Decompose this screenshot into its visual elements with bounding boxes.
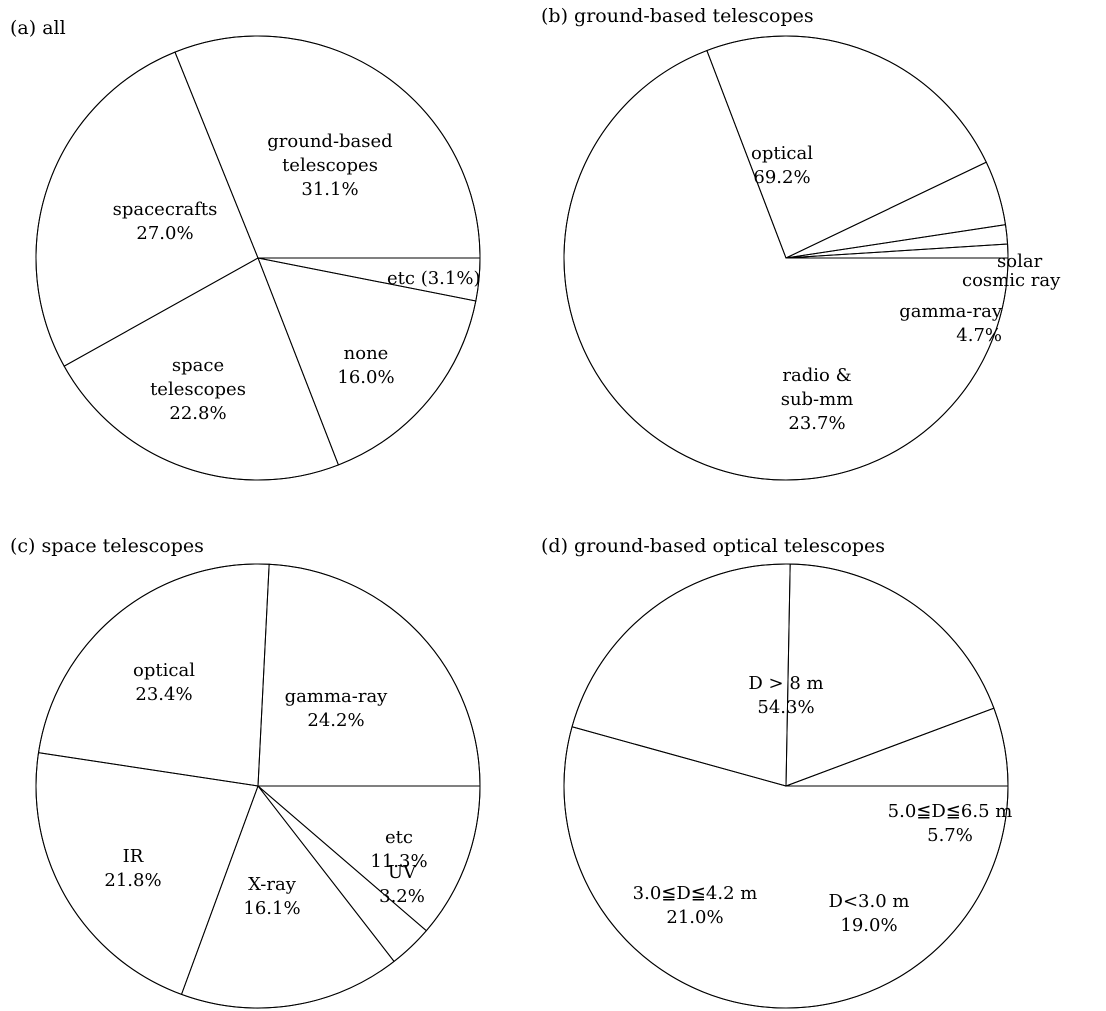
slice-label-gamma-ray: gamma-ray 24.2% [285,686,389,731]
pie-slice-3-0-d-4-2-m [571,563,791,787]
slice-label-etc: etc 11.3% [370,827,427,872]
pie-panel-4: (d) ground-based optical telescopes D > 8… [541,535,1013,1009]
pie-slice-gamma-ray [257,563,481,787]
pie-title: (c) space telescopes [10,535,204,557]
slice-label-optical: optical 23.4% [133,660,195,705]
pie-slice-radio-sub-mm [706,35,987,259]
pie-slice-solar [785,243,1009,259]
pie-slice-optical [563,49,1009,481]
slice-label-optical: optical 69.2% [751,143,813,188]
slice-label-d-8-m: D > 8 m 54.3% [748,673,823,718]
pie-title: (a) all [10,17,66,39]
slice-label-5-0-d-6-5-m: 5.0≦D≦6.5 m 5.7% [888,801,1013,846]
pie-panel-3: (c) space telescopes gamma-ray 24.2% optica… [10,535,481,1009]
pie-slice-gamma-ray [785,161,1007,259]
pie-slice-d-3-0-m [785,563,995,787]
slice-label-gamma-ray: gamma-ray 4.7% [899,301,1003,346]
pie-title: (d) ground-based optical telescopes [541,535,885,557]
slice-label-solar: solar [997,251,1043,272]
slice-label-x-ray: X-ray 16.1% [243,874,300,919]
pie-slice-ir [35,752,259,996]
pie-panel-1: (a) all ground-based telescopes 31.1% spacec… [10,17,481,481]
slice-label-ir: IR 21.8% [104,846,161,891]
slice-label-d-3-0-m: D<3.0 m 19.0% [829,891,910,936]
slice-label-space-telescopes: space telescopes 22.8% [150,355,246,424]
slice-label-none: none 16.0% [337,343,394,388]
pie-slice-cosmic-ray [785,224,1009,259]
pie-slice-space-telescopes [63,257,340,481]
slice-label-uv: UV 3.2% [379,862,425,907]
pie-slice-etc [256,785,481,932]
pie-slice-etc-3-1 [257,257,481,302]
pie-title: (b) ground-based telescopes [541,5,814,27]
pie-slice-d-8-m [563,726,1009,1009]
slice-label-ground-based-telescopes: ground-based telescopes 31.1% [267,131,392,200]
slice-label-spacecrafts: spacecrafts 27.0% [113,199,218,244]
pie-slice-5-0-d-6-5-m [785,707,1009,787]
pie-slice-optical [37,563,270,787]
slice-label-etc-3-1: etc (3.1%) [387,268,480,289]
pie-slice-none [257,257,477,466]
pie-slice-ground-based-telescopes [174,35,481,259]
pie-slice-spacecrafts [35,51,259,367]
slice-label-3-0-d-4-2-m: 3.0≦D≦4.2 m 21.0% [633,883,758,928]
pie-slice-x-ray [180,784,395,1009]
pie-panel-2: (b) ground-based telescopes optical 69.2% r… [541,5,1061,481]
slice-label-radio-sub-mm: radio & sub-mm 23.7% [781,365,854,434]
slice-label-cosmic-ray: cosmic ray [962,270,1061,291]
